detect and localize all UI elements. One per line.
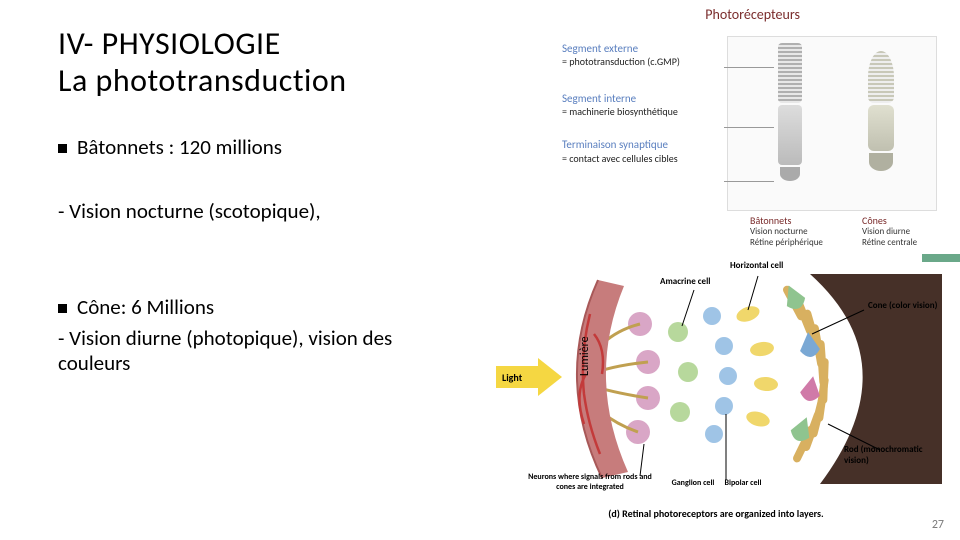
cone-icon <box>868 51 894 171</box>
retina-svg-wrap: Light Horizontal cell Amacrine cell Cone… <box>490 254 942 524</box>
seg-int-eq: = machinerie biosynthétique <box>562 106 722 118</box>
slide: Photorécepteurs IV- PHYSIOLOGIE La photo… <box>0 0 960 540</box>
subline-photopic: - Vision diurne (photopique), vision des… <box>58 326 458 376</box>
bullet-rods-text: Bâtonnets : 120 millions <box>77 134 282 160</box>
figure-caption: (d) Retinal photoreceptors are organized… <box>496 507 936 520</box>
retina-diagram: Light <box>490 254 942 504</box>
title-line-1: IV- PHYSIOLOGIE <box>58 26 347 63</box>
cone-sub2: Rétine centrale <box>862 237 917 248</box>
cone-sub1: Vision diurne <box>862 226 910 237</box>
bullet-cones: Cône: 6 Millions <box>58 294 214 320</box>
figure-photoreceptor-segments: Segment externe = phototransduction (c.G… <box>562 36 942 236</box>
seg-ext-eq: = phototransduction (c.GMP) <box>562 56 722 68</box>
bullet-square-icon <box>58 304 67 313</box>
seg-int-label: Segment interne <box>562 92 722 105</box>
bullet-cones-text: Cône: 6 Millions <box>77 294 214 320</box>
lumiere-label: Lumière <box>578 336 592 376</box>
label-bipolar: Bipolar cell <box>718 478 768 488</box>
segment-labels: Segment externe = phototransduction (c.G… <box>562 42 722 181</box>
label-horizontal-cell: Horizontal cell <box>730 260 783 271</box>
label-neurons-integrated: Neurons where signals from rods and cone… <box>520 472 660 492</box>
header-label: Photorécepteurs <box>705 6 800 23</box>
subline-scotopic: - Vision nocturne (scotopique), <box>58 198 321 224</box>
light-arrow-icon: Light <box>496 358 562 396</box>
seg-syn-label: Terminaison synaptique <box>562 138 722 151</box>
seg-syn-eq: = contact avec cellules cibles <box>562 153 722 165</box>
light-label: Light <box>502 371 523 384</box>
label-ganglion: Ganglion cell <box>668 478 718 488</box>
rod-icon <box>778 43 802 181</box>
diagram-rod-cone <box>727 36 937 211</box>
title-line-2: La phototransduction <box>58 63 347 100</box>
label-amacrine-cell: Amacrine cell <box>660 276 711 287</box>
bullet-square-icon <box>58 144 67 153</box>
seg-ext-label: Segment externe <box>562 42 722 55</box>
caption-text: (d) Retinal photoreceptors are organized… <box>608 507 823 520</box>
figure-retina-layers: Light Horizontal cell Amacrine cell Cone… <box>490 254 942 524</box>
label-cone: Cone (color vision) <box>868 300 938 311</box>
rod-sub1: Vision nocturne <box>750 226 808 237</box>
title-block: IV- PHYSIOLOGIE La phototransduction <box>58 26 347 100</box>
slide-number: 27 <box>932 518 944 532</box>
label-rod: Rod (monochromatic vision) <box>844 444 940 466</box>
bullet-rods: Bâtonnets : 120 millions <box>58 134 282 160</box>
rod-sub2: Rétine périphérique <box>750 237 823 248</box>
